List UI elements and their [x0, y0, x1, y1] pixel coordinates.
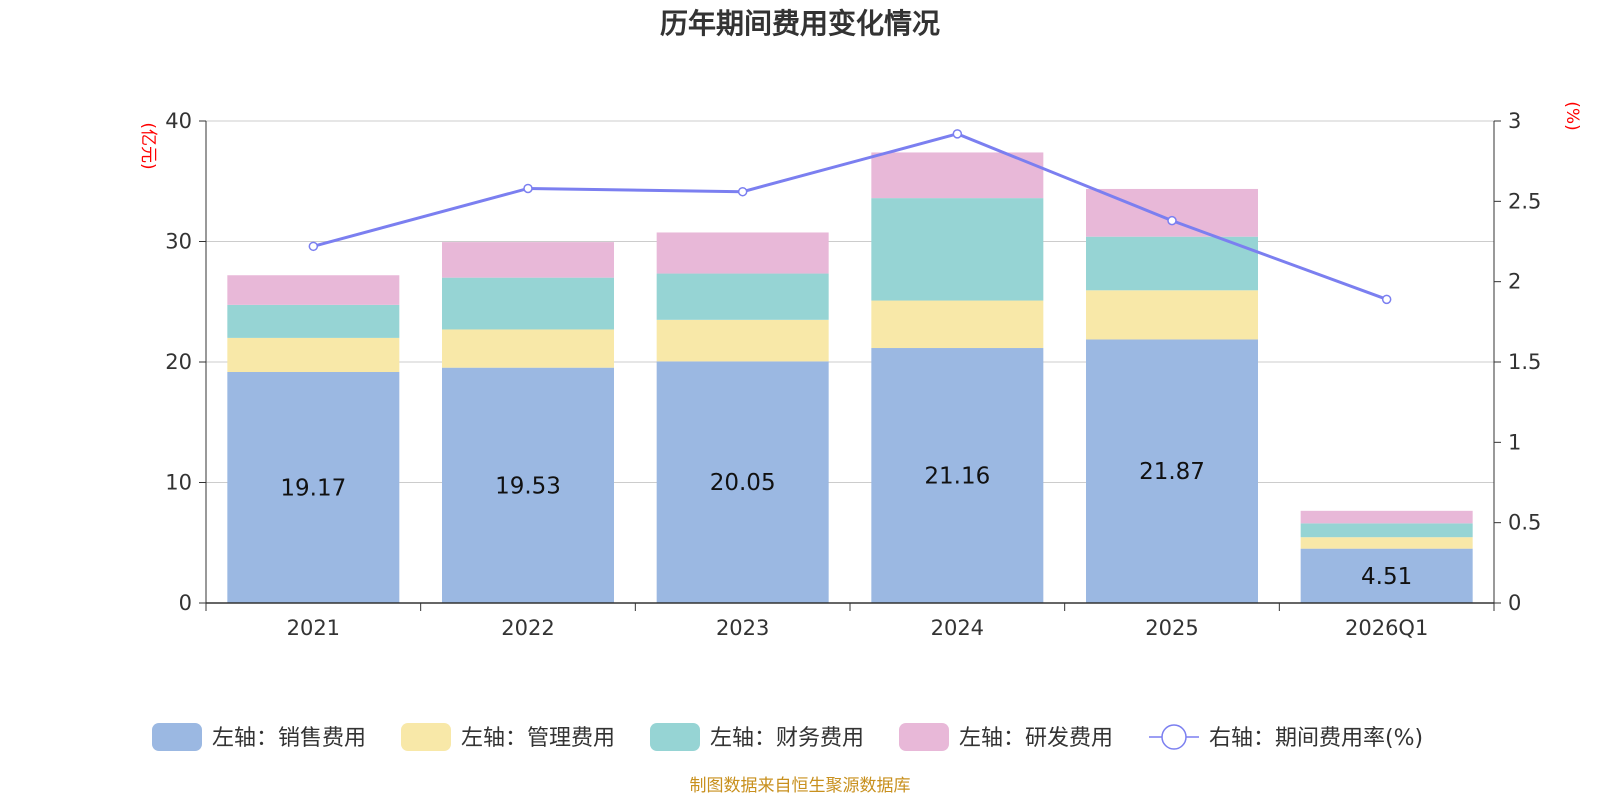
rate-line-point: [737, 186, 748, 197]
bar-value-label: 19.53: [495, 473, 561, 499]
bar-value-label: 4.51: [1361, 564, 1412, 590]
legend-marker: [1161, 724, 1187, 750]
bar-labels: 19.17 19.53 20.05 21.16 21.87 4.51: [280, 459, 1412, 590]
bar-segment: [227, 337, 400, 373]
right-axis-tick-label: 2.5: [1508, 189, 1541, 213]
rate-line-point: [523, 183, 533, 194]
rate-line-point: [1381, 294, 1392, 305]
legend-swatch: [899, 723, 949, 751]
bar-segment: [871, 348, 1044, 603]
legend: 左轴：销售费用 左轴：管理费用 左轴：财务费用 左轴：研发费用 右轴：期间费用率(%): [152, 723, 1423, 751]
bars: [227, 152, 1473, 603]
right-axis-tick-label: 3: [1508, 109, 1521, 133]
left-axis-unit: (亿元): [138, 122, 158, 169]
x-axis-tick-label: 2021: [287, 616, 340, 640]
bar-segment: [442, 242, 614, 278]
legend-swatch: [650, 723, 700, 751]
right-axis-tick-label: 2: [1508, 270, 1521, 294]
legend-swatch: [401, 723, 451, 751]
bar-value-label: 21.16: [924, 464, 990, 490]
legend-label: 右轴：期间费用率(%): [1209, 726, 1423, 751]
bar-segment: [656, 319, 829, 362]
legend-label: 左轴：财务费用: [710, 726, 864, 751]
bar-value-label: 20.05: [710, 470, 776, 496]
rate-line-point: [952, 129, 963, 139]
bar-segment: [871, 198, 1044, 301]
x-axis-tick-label: 2026Q1: [1345, 616, 1428, 640]
bar-segment: [442, 277, 614, 330]
bar-segment: [1300, 548, 1473, 603]
bar-value-label: 19.17: [280, 476, 346, 502]
legend-label: 左轴：销售费用: [212, 726, 366, 751]
x-axis-tick-label: 2022: [501, 616, 554, 640]
grid-lines: [206, 120, 1494, 483]
bar-segment: [227, 372, 400, 603]
bar-segment: [1300, 537, 1473, 549]
bar-segment: [442, 329, 614, 368]
rate-line-point: [308, 241, 319, 252]
rate-line-point: [1167, 215, 1177, 226]
bar-segment: [1300, 510, 1473, 524]
bar-segment: [871, 300, 1044, 349]
chart-title: 历年期间费用变化情况: [660, 7, 940, 40]
bar-segment: [1086, 339, 1258, 603]
right-axis-tick-label: 1.5: [1508, 350, 1541, 374]
left-axis-tick-label: 40: [165, 109, 192, 133]
x-axis-tick-label: 2023: [716, 616, 769, 640]
axes: 0 10 20 30 40 0 0.5 1 1.5 2 2.5 3 2021 2022 2023 2024 20…: [138, 101, 1582, 640]
legend-label: 左轴：研发费用: [959, 726, 1113, 751]
bar-segment: [871, 152, 1044, 199]
source-note: 制图数据来自恒生聚源数据库: [690, 776, 911, 796]
left-axis-tick-label: 30: [165, 230, 192, 254]
legend-label: 左轴：管理费用: [461, 726, 615, 751]
right-axis-unit: (%): [1562, 101, 1582, 130]
right-axis-tick-label: 1: [1508, 430, 1521, 454]
left-axis-tick-label: 0: [179, 591, 192, 615]
left-axis-tick-label: 20: [165, 350, 192, 374]
bar-value-label: 21.87: [1139, 459, 1205, 485]
rate-line: [308, 129, 1392, 305]
right-axis-tick-label: 0: [1508, 591, 1521, 615]
right-axis-tick-label: 0.5: [1508, 511, 1541, 535]
bar-segment: [1300, 523, 1473, 538]
left-axis-tick-label: 10: [165, 471, 192, 495]
bar-segment: [656, 361, 829, 603]
x-axis-tick-label: 2024: [931, 616, 984, 640]
bar-segment: [227, 275, 400, 305]
bar-segment: [227, 304, 400, 338]
x-axis-tick-label: 2025: [1145, 616, 1198, 640]
bar-segment: [656, 273, 829, 320]
bar-segment: [1086, 236, 1258, 291]
bar-segment: [1086, 290, 1258, 340]
legend-swatch: [152, 723, 202, 751]
rate-line-path: [312, 132, 1388, 301]
bar-segment: [656, 232, 829, 274]
bar-segment: [442, 367, 614, 603]
